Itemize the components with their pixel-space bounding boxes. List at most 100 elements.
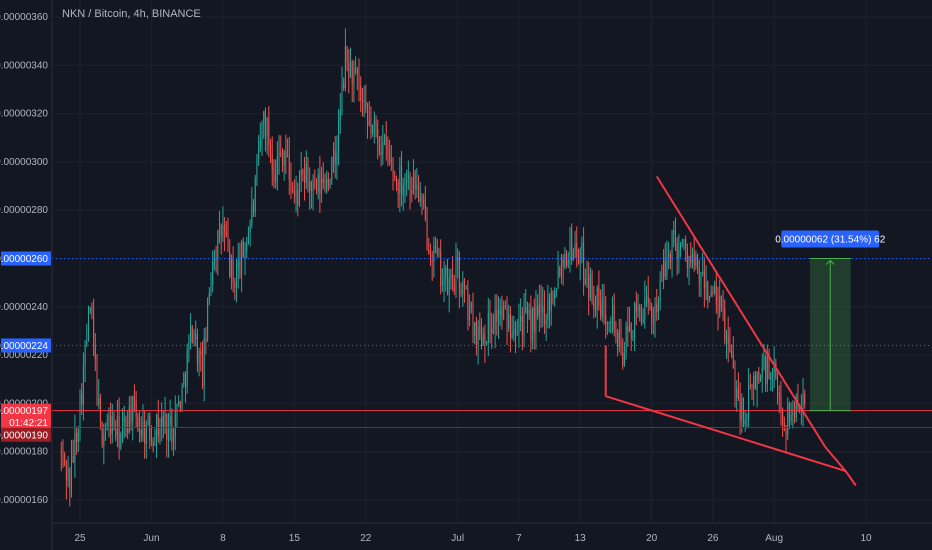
candle-body	[598, 287, 600, 306]
candle-body	[188, 341, 190, 351]
candle-body	[513, 328, 515, 334]
candle-body	[319, 173, 321, 195]
candle-body	[671, 231, 673, 263]
candle-body	[751, 386, 753, 388]
candle-body	[540, 302, 542, 313]
candle-body	[293, 193, 295, 196]
candle-body	[465, 288, 467, 290]
candle-body	[81, 394, 83, 405]
candle-body	[642, 319, 644, 323]
price-range-measurement[interactable]: 0.00000062 (31.54%) 62	[775, 230, 886, 412]
candle-body	[611, 305, 614, 322]
candle-body	[224, 225, 226, 233]
candle-body	[105, 430, 107, 435]
date-tick-label: 7	[516, 533, 522, 544]
candle-body	[508, 314, 510, 329]
candle-body	[305, 163, 307, 183]
candle-body	[287, 155, 289, 158]
candle-body	[533, 308, 535, 333]
candle-body	[567, 260, 569, 266]
candle-body	[593, 300, 595, 310]
candle-body	[382, 142, 384, 155]
candle-body	[526, 307, 528, 315]
candle-body	[268, 118, 270, 146]
candle-body	[70, 455, 73, 489]
candle-body	[455, 261, 457, 292]
candle-body	[343, 82, 345, 89]
candle-body	[120, 433, 122, 449]
candle-body	[355, 67, 357, 69]
date-tick-label: 20	[646, 533, 658, 544]
candle-body	[198, 350, 200, 365]
candle-body	[681, 241, 683, 244]
candle-body	[530, 310, 532, 341]
candle-body	[125, 418, 127, 429]
wedge-tail-line	[824, 446, 857, 487]
candle-body	[617, 333, 619, 347]
candle-body	[566, 254, 568, 266]
candle-body	[693, 252, 695, 266]
candle-body	[581, 242, 583, 249]
candle-body	[477, 326, 479, 348]
candle-body	[213, 258, 215, 262]
candle-body	[625, 325, 627, 353]
candle-body	[273, 170, 275, 183]
wedge-drawing[interactable]	[604, 175, 857, 487]
candle-body	[758, 371, 760, 382]
candle-body	[212, 261, 214, 285]
candle-body	[397, 182, 399, 194]
candle-body	[720, 296, 722, 308]
candle-body	[482, 334, 484, 346]
candle-body	[771, 372, 773, 374]
candle-body	[302, 170, 304, 175]
candle-body	[87, 311, 90, 342]
candle-body	[259, 141, 261, 148]
candle-body	[98, 397, 100, 405]
candle-body	[584, 278, 586, 285]
candle-body	[518, 321, 520, 334]
candle-body	[724, 307, 726, 341]
candle-body	[64, 454, 66, 466]
candle-body	[295, 190, 297, 196]
price-tick-label: 0.00000160	[0, 495, 48, 506]
date-axis[interactable]: 25 Jun 8 15 22 Jul 7 13 20 26 Aug 10	[52, 522, 932, 544]
candle-body	[176, 403, 178, 412]
price-tick-label: 0.00000360	[0, 12, 48, 23]
candle-body	[288, 155, 290, 180]
candle-body	[525, 307, 527, 312]
candle-body	[399, 165, 401, 194]
candle-body	[178, 401, 180, 404]
candle-body	[275, 173, 277, 183]
candle-body	[96, 359, 98, 405]
candle-body	[392, 162, 394, 177]
candle-body	[401, 165, 403, 196]
candle-body	[179, 401, 181, 409]
candle-body	[712, 291, 714, 293]
candle-body	[315, 181, 317, 192]
candle-body	[450, 273, 452, 278]
candle-body	[472, 302, 474, 336]
candle-body	[264, 111, 266, 136]
candle-body	[297, 190, 299, 206]
candle-body	[494, 309, 496, 331]
candle-body	[778, 392, 780, 397]
candle-body	[760, 376, 762, 382]
candle-body	[144, 421, 146, 444]
candle-body	[327, 179, 329, 186]
candle-body	[99, 397, 101, 422]
candle-body	[749, 385, 751, 387]
candle-body	[200, 350, 202, 355]
candle-body	[552, 291, 554, 300]
candle-body	[372, 124, 374, 134]
chart-grid	[52, 0, 932, 523]
candle-body	[499, 308, 501, 315]
candle-body	[737, 387, 739, 398]
candle-body	[363, 100, 365, 102]
candle-body	[613, 305, 615, 331]
candle-body	[753, 375, 755, 388]
candle-body	[280, 152, 282, 155]
candle-body	[84, 344, 86, 367]
candle-body	[557, 267, 559, 289]
candle-body	[428, 250, 430, 255]
